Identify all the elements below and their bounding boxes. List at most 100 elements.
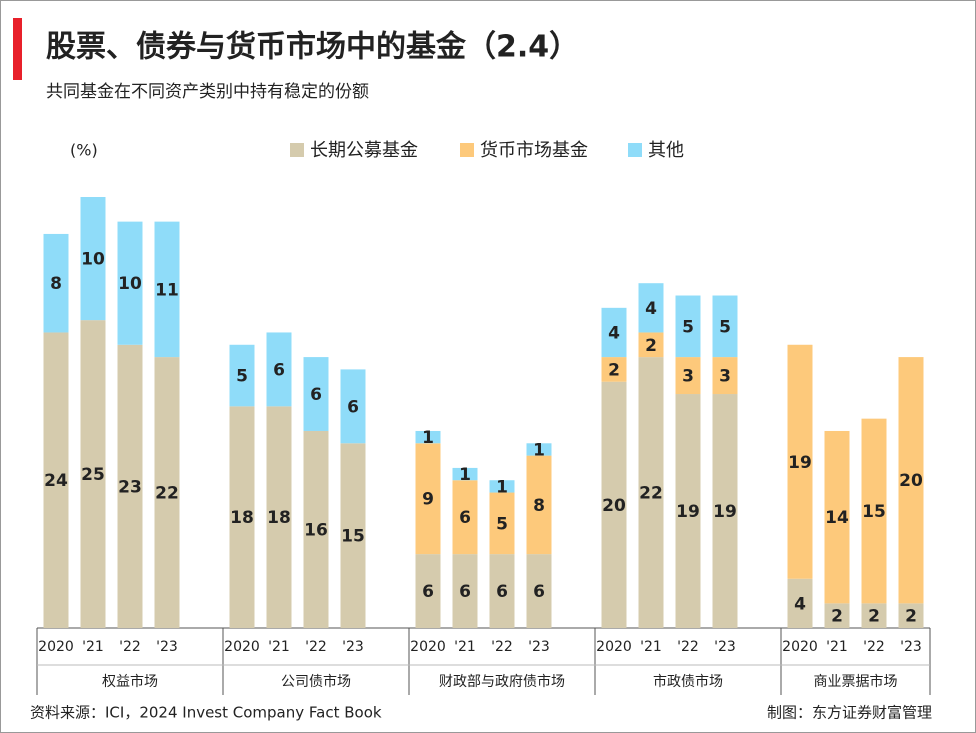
bar-segment xyxy=(712,295,738,358)
bar-segment xyxy=(452,554,478,628)
x-tick-label: '23 xyxy=(528,639,550,655)
group-label: 公司债市场 xyxy=(281,673,351,690)
value-label: 5 xyxy=(496,514,508,534)
bar-segment xyxy=(601,381,627,628)
bar-segment xyxy=(675,394,701,628)
value-label: 5 xyxy=(719,317,731,337)
value-label: 1 xyxy=(496,477,508,497)
bar-segment xyxy=(415,443,441,555)
bar-segment xyxy=(526,455,552,555)
value-label: 18 xyxy=(230,508,254,528)
bar-segment xyxy=(229,406,255,628)
bar-segment xyxy=(526,554,552,628)
group-label: 市政债市场 xyxy=(653,673,723,690)
value-label: 6 xyxy=(347,397,359,417)
value-label: 6 xyxy=(459,508,471,528)
bar-segment xyxy=(340,443,366,628)
value-label: 6 xyxy=(533,582,545,602)
source: 资料来源：ICI，2024 Invest Company Fact Book xyxy=(30,704,382,722)
bar-segment xyxy=(154,357,180,628)
bar-segment xyxy=(675,295,701,358)
credit: 制图：东方证券财富管理 xyxy=(767,704,932,722)
bar-segment xyxy=(824,430,850,604)
bar-segment xyxy=(452,467,478,481)
value-label: 8 xyxy=(533,496,545,516)
value-label: 16 xyxy=(304,520,328,540)
value-label: 1 xyxy=(459,465,471,485)
value-label: 2 xyxy=(905,607,917,627)
bar-segment xyxy=(638,332,664,358)
value-label: 6 xyxy=(273,360,285,380)
x-tick-label: '23 xyxy=(342,639,364,655)
bar-segment xyxy=(266,406,292,628)
bar-segment xyxy=(43,233,69,333)
x-tick-label: '23 xyxy=(156,639,178,655)
bar-segment xyxy=(340,369,366,444)
x-tick-label: 2020 xyxy=(38,639,74,655)
bar-segment xyxy=(489,480,515,493)
value-label: 5 xyxy=(236,367,248,387)
value-label: 1 xyxy=(533,440,545,460)
x-tick-label: '21 xyxy=(268,639,290,655)
value-label: 3 xyxy=(719,367,731,387)
bar-segment xyxy=(266,332,292,407)
x-tick-label: '21 xyxy=(826,639,848,655)
x-tick-label: 2020 xyxy=(782,639,818,655)
legend-label: 其他 xyxy=(648,140,684,161)
value-label: 2 xyxy=(645,336,657,356)
value-label: 8 xyxy=(50,274,62,294)
bar-segment xyxy=(898,603,924,628)
x-tick-label: 2020 xyxy=(410,639,446,655)
group-label: 权益市场 xyxy=(102,673,158,690)
x-tick-label: '23 xyxy=(900,639,922,655)
x-tick-label: '21 xyxy=(82,639,104,655)
bar-segment xyxy=(675,357,701,395)
x-tick-label: '22 xyxy=(119,639,141,655)
bar-segment xyxy=(861,603,887,628)
bar-segment xyxy=(898,357,924,604)
x-tick-label: 2020 xyxy=(596,639,632,655)
title-accent xyxy=(13,18,22,80)
value-label: 1 xyxy=(422,428,434,448)
legend-swatch xyxy=(290,143,304,157)
y-unit: (%) xyxy=(70,141,98,160)
value-label: 20 xyxy=(602,496,626,516)
legend-label: 长期公募基金 xyxy=(310,140,418,161)
value-label: 2 xyxy=(868,607,880,627)
group-label: 商业票据市场 xyxy=(814,673,898,690)
value-label: 4 xyxy=(645,299,657,319)
value-label: 10 xyxy=(81,250,105,270)
value-label: 4 xyxy=(794,594,806,614)
bar-segment xyxy=(117,221,143,345)
bar-segment xyxy=(601,307,627,358)
x-tick-label: '22 xyxy=(491,639,513,655)
value-label: 15 xyxy=(862,502,886,522)
bar-segment xyxy=(80,197,106,321)
value-label: 6 xyxy=(459,582,471,602)
bar-segment xyxy=(861,418,887,604)
value-label: 6 xyxy=(310,385,322,405)
value-label: 19 xyxy=(676,502,700,522)
value-label: 20 xyxy=(899,471,923,491)
value-label: 5 xyxy=(682,317,694,337)
bar-segment xyxy=(303,357,329,431)
value-label: 15 xyxy=(341,527,365,547)
value-label: 2 xyxy=(831,607,843,627)
bar-segment xyxy=(489,554,515,628)
legend-label: 货币市场基金 xyxy=(480,140,588,161)
bar-segment xyxy=(43,332,69,628)
bar-segment xyxy=(415,554,441,628)
value-label: 6 xyxy=(422,582,434,602)
bar-segment xyxy=(638,357,664,628)
bar-segment xyxy=(415,430,441,444)
x-tick-label: '23 xyxy=(714,639,736,655)
value-label: 24 xyxy=(44,471,68,491)
x-tick-label: '22 xyxy=(863,639,885,655)
bar-segment xyxy=(638,283,664,333)
bar-segment xyxy=(80,320,106,628)
bar-segment xyxy=(489,492,515,555)
value-label: 19 xyxy=(713,502,737,522)
bar-segment xyxy=(601,357,627,382)
value-label: 4 xyxy=(608,323,620,343)
bar-segment xyxy=(117,344,143,628)
